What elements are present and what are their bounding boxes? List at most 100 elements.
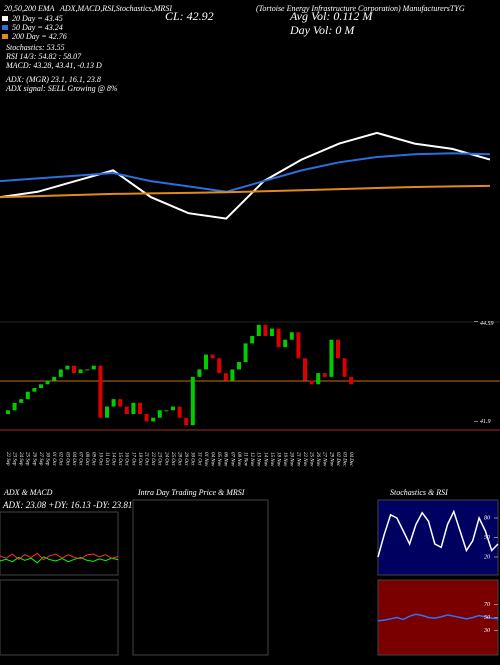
legend-swatch: [2, 34, 8, 39]
stat: RSI 14/3: 54.82 : 58.07: [5, 52, 82, 61]
avg-vol: Avg Vol: 0.112 M: [289, 9, 373, 23]
candle: [157, 410, 162, 418]
x-tick-label: 22 Sep: [5, 452, 10, 466]
x-tick-label: 13 Nov: [256, 452, 261, 467]
x-tick-label: 27 Sep: [38, 452, 43, 466]
macd-panel: [0, 579, 119, 656]
x-tick-label: 18 Nov: [275, 452, 280, 467]
legend-entry: 20 Day = 43.45: [12, 14, 63, 23]
candle: [32, 388, 37, 392]
candle: [177, 406, 182, 418]
x-tick-label: 03 Dec: [341, 452, 346, 467]
y-tick-label: 41.9: [480, 418, 491, 425]
legend-swatch: [2, 25, 8, 30]
x-tick-label: 16 Oct: [124, 452, 129, 466]
x-tick-label: 27 Nov: [322, 452, 327, 467]
panel-title: Stochastics & RSI: [390, 488, 448, 497]
candle: [342, 358, 347, 377]
x-tick-label: 18 Oct: [137, 452, 142, 466]
candle: [138, 402, 142, 414]
candle: [124, 406, 129, 414]
panel-title: Intra Day Trading Price & MRSI: [137, 488, 245, 497]
adx-panel: [0, 511, 119, 576]
candle: [223, 373, 228, 381]
candle: [164, 410, 169, 412]
x-tick-label: 28 Oct: [176, 452, 181, 466]
candle: [25, 391, 30, 400]
x-tick-label: 04 Dec: [348, 452, 353, 467]
candle: [204, 354, 208, 370]
x-tick-label: 24 Sep: [18, 452, 23, 466]
candle: [243, 343, 248, 362]
candle: [171, 406, 175, 411]
panel-subtitle: ADX: 23.08 +DY: 16.13 -DY: 23.81: [2, 500, 132, 510]
x-tick-label: 14 Nov: [262, 452, 267, 467]
stat: MACD: 43.28, 43.41, -0.13 D: [5, 61, 102, 70]
candle: [151, 417, 156, 422]
x-tick-label: 03 Oct: [64, 452, 69, 466]
legend-entry: 200 Day = 42.76: [12, 32, 67, 41]
x-tick-label: 01 Oct: [51, 452, 56, 466]
x-tick-label: 25 Oct: [170, 452, 175, 466]
candle: [289, 332, 294, 340]
y-tick-label: 20: [484, 554, 490, 560]
candle: [210, 354, 215, 359]
candle: [197, 369, 202, 377]
candle: [283, 339, 288, 348]
x-tick-label: 04 Oct: [71, 452, 76, 466]
x-tick-label: 26 Sep: [31, 452, 36, 466]
x-tick-label: 08 Oct: [84, 452, 89, 466]
candle: [270, 328, 274, 336]
x-tick-label: 20 Nov: [289, 452, 294, 467]
y-tick-label: 70: [484, 602, 490, 608]
candle: [250, 336, 255, 344]
x-tick-label: 11 Oct: [104, 452, 109, 466]
y-tick-label: 50: [484, 535, 490, 541]
candle: [78, 369, 83, 374]
candle: [65, 365, 70, 370]
x-tick-label: 30 Oct: [190, 452, 195, 466]
adx-signal: ADX signal: SELL Growing @ 8%: [5, 84, 118, 93]
candle: [111, 399, 116, 407]
candle: [72, 365, 76, 374]
x-tick-label: 04 Nov: [209, 452, 214, 467]
candle: [131, 402, 136, 414]
indicators: ADX,MACD,RSI,Stochastics,MRSI: [59, 4, 172, 13]
x-tick-label: 23 Sep: [11, 452, 16, 466]
close: CL: 42.92: [165, 9, 214, 23]
y-tick-label: 44.59: [480, 320, 494, 327]
day-vol: Day Vol: 0 M: [289, 23, 355, 37]
y-tick-label: 30: [483, 628, 490, 634]
ema-title: 20,50,200 EMA: [4, 4, 55, 13]
x-tick-label: 10 Oct: [97, 452, 102, 466]
candle: [276, 328, 281, 348]
candle: [39, 384, 43, 388]
x-tick-label: 29 Nov: [328, 452, 333, 467]
x-tick-label: 15 Nov: [269, 452, 274, 467]
candle: [263, 324, 268, 336]
x-tick-label: 30 Sep: [44, 452, 49, 466]
x-tick-label: 22 Oct: [150, 452, 155, 466]
y-tick-label: 50: [484, 615, 490, 621]
x-tick-label: 29 Oct: [183, 452, 188, 466]
x-tick-label: 21 Oct: [143, 452, 148, 466]
candle: [105, 406, 109, 418]
x-tick-label: 07 Oct: [77, 452, 82, 466]
candle: [144, 414, 149, 422]
company: (Tortoise Energy Infrastructure Corporat…: [256, 4, 465, 13]
x-tick-label: 07 Nov: [229, 452, 234, 467]
candle: [98, 365, 103, 418]
panel-title: ADX & MACD: [3, 488, 53, 497]
x-tick-label: 22 Nov: [302, 452, 307, 467]
y-tick-label: 80: [484, 515, 490, 521]
candle: [329, 339, 334, 377]
x-tick-label: 15 Oct: [117, 452, 122, 466]
candle: [52, 376, 57, 381]
candle: [336, 339, 340, 359]
candle: [303, 358, 307, 381]
candle: [12, 402, 17, 411]
x-tick-label: 23 Oct: [157, 452, 162, 466]
legend-entry: 50 Day = 43.24: [12, 23, 63, 32]
candle: [217, 358, 222, 374]
